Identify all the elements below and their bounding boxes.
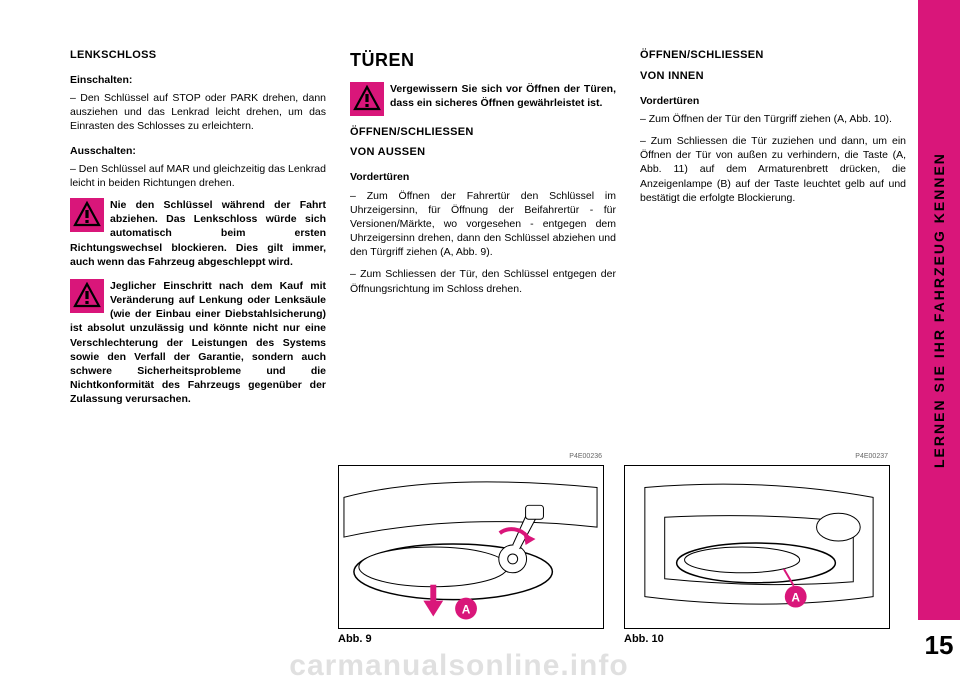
heading-tueren: TÜREN	[350, 48, 616, 72]
column-1: LENKSCHLOSS Einschalten: – Den Schlüssel…	[70, 48, 326, 648]
heading-open-close: ÖFFNEN/SCHLIESSEN	[350, 125, 616, 140]
figure-row: P4E00236	[338, 465, 890, 645]
figure-9: A	[338, 465, 604, 629]
heading-open-close: ÖFFNEN/SCHLIESSEN	[640, 48, 906, 63]
sub-front-doors: Vordertüren	[640, 94, 906, 108]
sidebar-label: LERNEN SIE IHR FAHRZEUG KENNEN	[931, 152, 947, 468]
warning-text: Vergewissern Sie sich vor Öffnen der Tür…	[390, 83, 616, 109]
para: – Zum Öffnen der Fahrertür den Schlüssel…	[350, 189, 616, 260]
figure-code: P4E00237	[855, 453, 888, 460]
figure-caption: Abb. 10	[624, 633, 890, 645]
svg-text:A: A	[791, 591, 800, 605]
para: – Den Schlüssel auf STOP oder PARK drehe…	[70, 91, 326, 134]
warning-triangle-icon	[70, 198, 104, 232]
para: – Zum Schliessen die Tür zuziehen und da…	[640, 134, 906, 205]
figure-9-wrap: P4E00236	[338, 465, 604, 645]
heading-from-outside: VON AUSSEN	[350, 145, 616, 160]
page-number: 15	[918, 630, 960, 661]
warning-box: Vergewissern Sie sich vor Öffnen der Tür…	[350, 82, 616, 110]
heading-lenkschloss: LENKSCHLOSS	[70, 48, 326, 63]
watermark: carmanualsonline.info	[0, 649, 918, 683]
warning-triangle-icon	[350, 82, 384, 116]
warning-text: Nie den Schlüssel während der Fahrt abzi…	[70, 199, 326, 268]
figure-10-wrap: P4E00237 A Abb. 10	[624, 465, 890, 645]
sub-front-doors: Vordertüren	[350, 170, 616, 184]
sub-ausschalten: Ausschalten:	[70, 144, 326, 158]
warning-box: Jeglicher Einschritt nach dem Kauf mit V…	[70, 279, 326, 407]
warning-triangle-icon	[70, 279, 104, 313]
warning-text: Jeglicher Einschritt nach dem Kauf mit V…	[70, 280, 326, 405]
figure-code: P4E00236	[569, 453, 602, 460]
heading-from-inside: VON INNEN	[640, 69, 906, 84]
page: LERNEN SIE IHR FAHRZEUG KENNEN 15 LENKSC…	[0, 0, 960, 689]
sub-einschalten: Einschalten:	[70, 73, 326, 87]
figure-caption: Abb. 9	[338, 633, 604, 645]
para: – Zum Öffnen der Tür den Türgriff ziehen…	[640, 112, 906, 126]
para: – Zum Schliessen der Tür, den Schlüssel …	[350, 267, 616, 295]
figure-10: A	[624, 465, 890, 629]
para: – Den Schlüssel auf MAR und gleichzeitig…	[70, 162, 326, 190]
svg-text:A: A	[462, 602, 471, 616]
sidebar-tab: LERNEN SIE IHR FAHRZEUG KENNEN	[918, 0, 960, 620]
warning-box: Nie den Schlüssel während der Fahrt abzi…	[70, 198, 326, 269]
